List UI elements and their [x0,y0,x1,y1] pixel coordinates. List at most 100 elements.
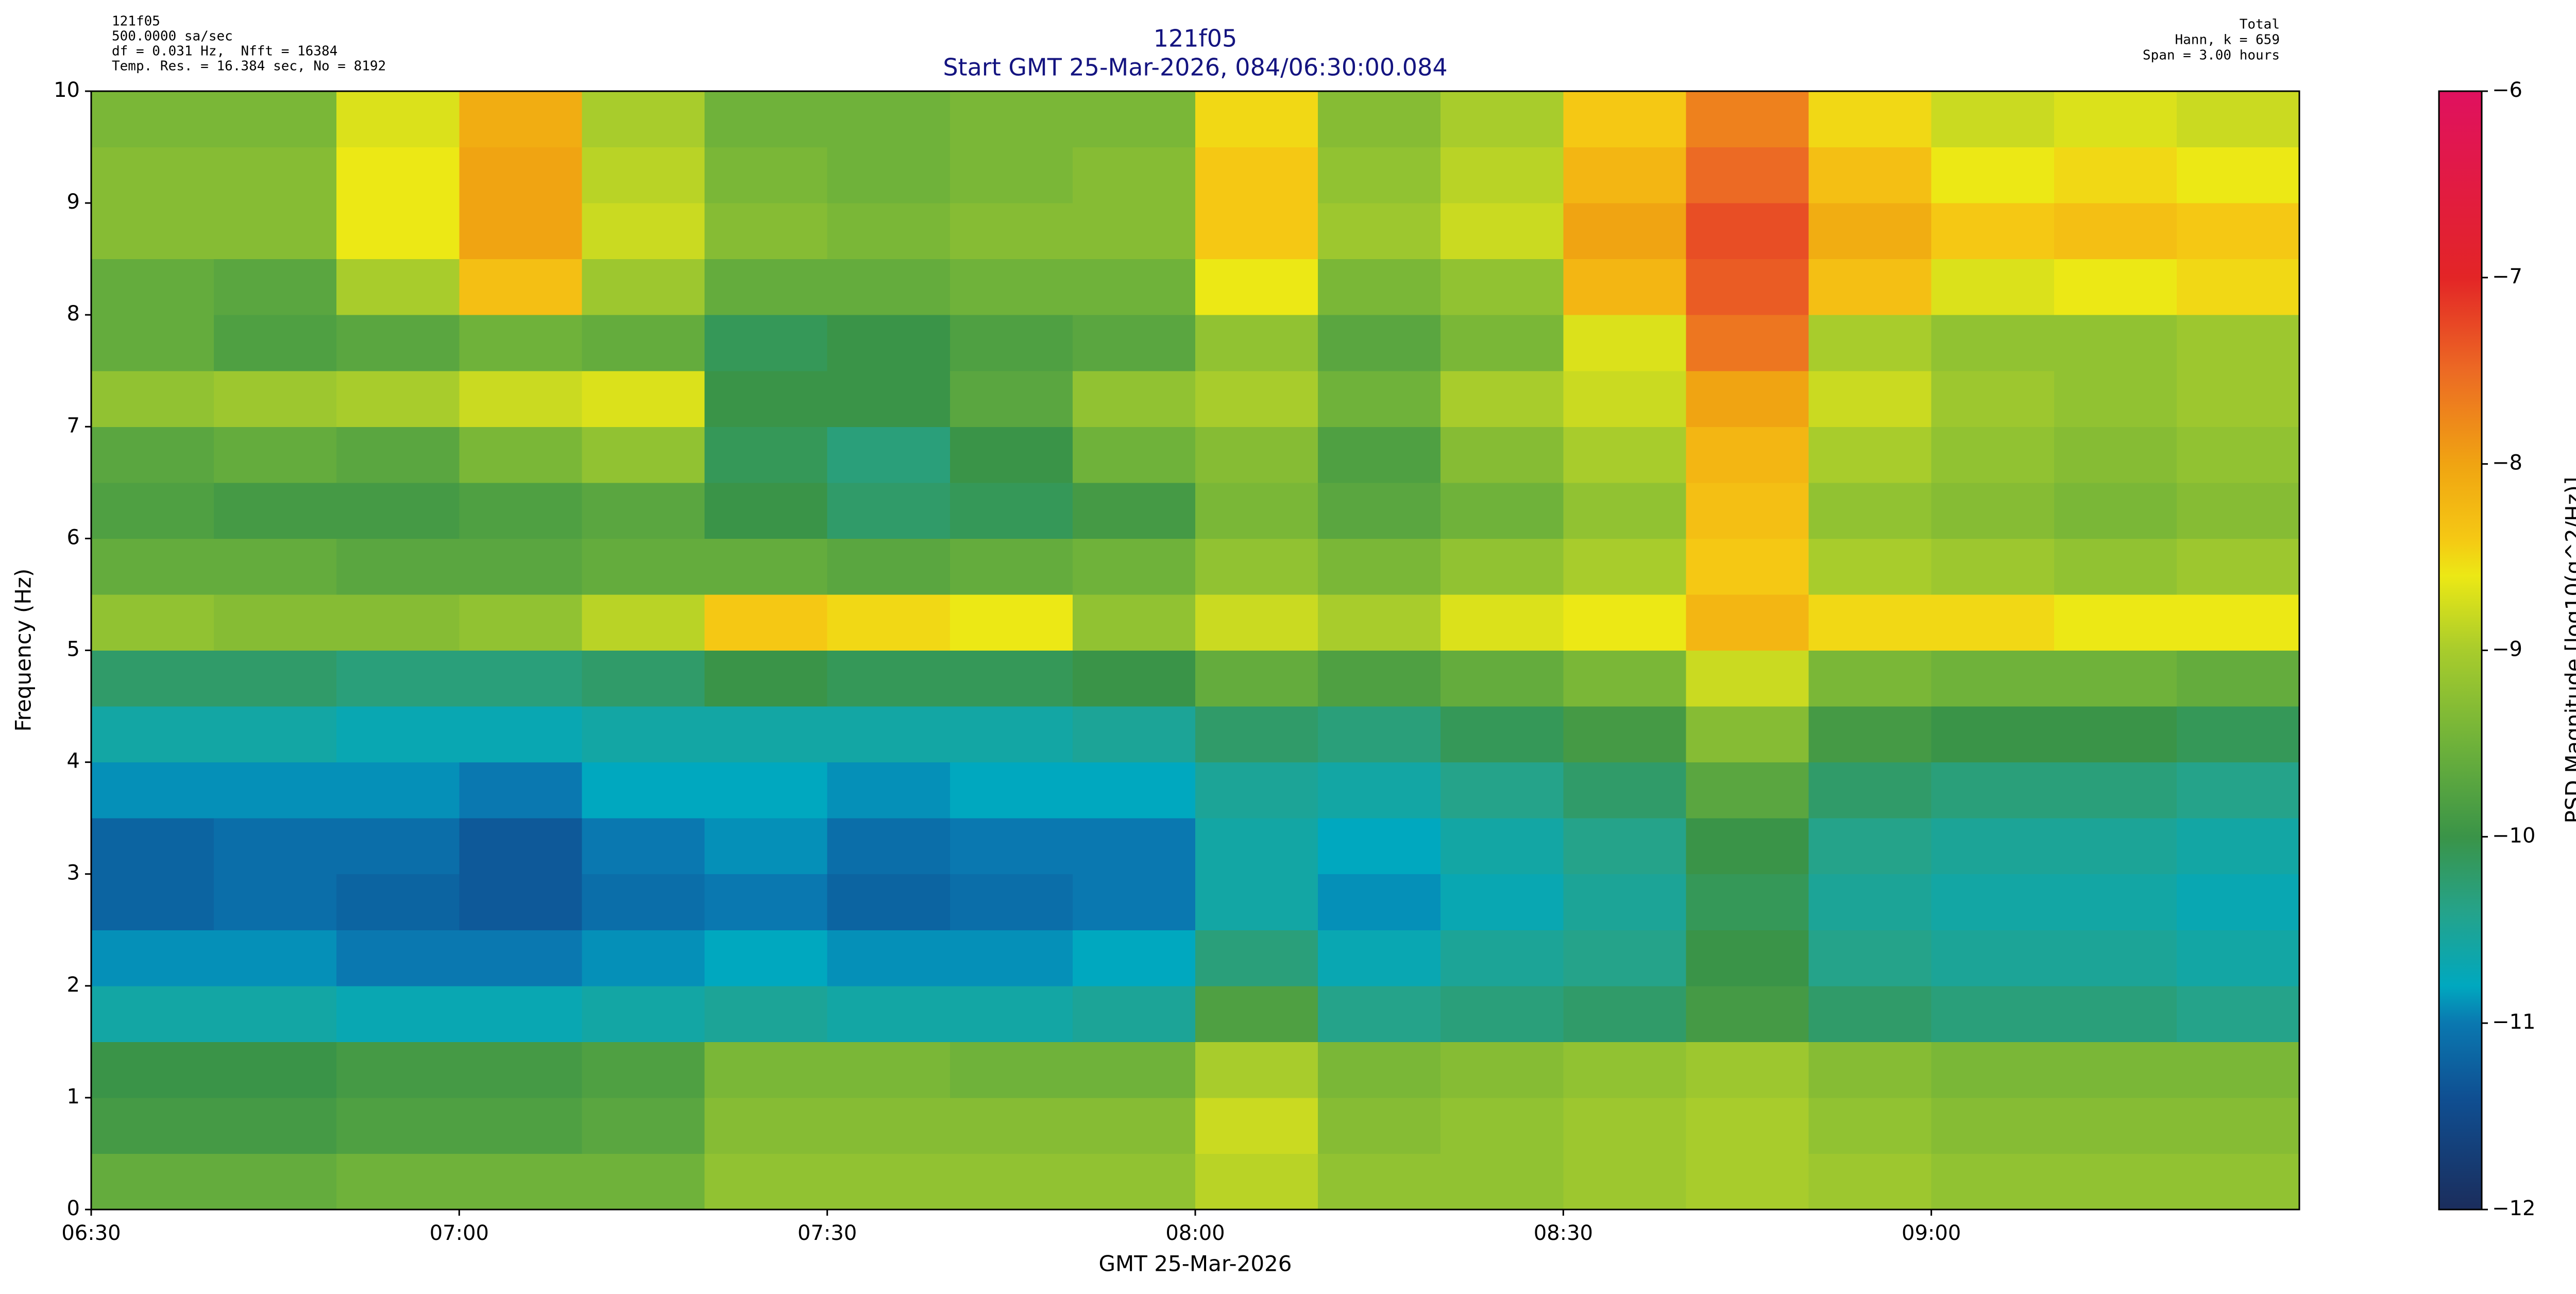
heatmap-cell [1931,315,2055,371]
heatmap-cell [1072,874,1196,930]
heatmap-cell [1563,1097,1686,1154]
chart-subtitle: Start GMT 25-Mar-2026, 084/06:30:00.084 [943,54,1447,81]
heatmap-cell [2176,762,2300,819]
heatmap-cell [1931,147,2055,203]
heatmap-cell [2054,762,2177,819]
heatmap-cell [704,1097,828,1154]
heatmap-cell [1318,147,1441,203]
heatmap-cell [459,1097,582,1154]
heatmap-cell [459,874,582,930]
x-tick-label: 06:30 [61,1221,121,1245]
heatmap-cell [2054,985,2177,1042]
heatmap-cell [704,1042,828,1098]
heatmap-cell [704,147,828,203]
heatmap-cell [827,1153,951,1210]
heatmap-cell [1072,147,1196,203]
y-tick-label: 6 [67,525,80,549]
y-tick-label: 7 [67,414,80,437]
heatmap-cell [827,147,951,203]
heatmap-cell [2176,203,2300,260]
heatmap-cell [950,538,1073,595]
heatmap-cell [459,538,582,595]
heatmap-cell [459,706,582,763]
heatmap-cell [459,650,582,707]
heatmap-cell [704,930,828,986]
heatmap-cell [1686,818,1809,875]
heatmap-cell [1440,1042,1564,1098]
heatmap-cell [1808,1153,1932,1210]
heatmap-cell [1318,1153,1441,1210]
heatmap-cell [1808,370,1932,427]
heatmap-cell [1195,370,1318,427]
heatmap-cell [1195,650,1318,707]
heatmap-cell [1318,762,1441,819]
heatmap-cell [459,818,582,875]
heatmap-cell [2176,594,2300,651]
heatmap-cell [459,259,582,315]
heatmap-cell [704,650,828,707]
heatmap-cell [1072,259,1196,315]
heatmap-cell [950,203,1073,260]
heatmap-cell [91,1153,214,1210]
heatmap-cell [91,930,214,986]
heatmap-cell [459,594,582,651]
heatmap-cell [1072,315,1196,371]
heatmap-cell [1318,818,1441,875]
heatmap-cell [91,315,214,371]
heatmap-cell [2176,259,2300,315]
heatmap-cell [1563,427,1686,483]
heatmap-cell [1318,650,1441,707]
heatmap-cell [1808,1097,1932,1154]
heatmap-cell [1318,538,1441,595]
heatmap-cell [214,259,337,315]
heatmap-cell [459,370,582,427]
heatmap-cell [827,594,951,651]
y-axis-label: Frequency (Hz) [11,569,36,732]
heatmap-cell [1563,147,1686,203]
heatmap-cell [1563,930,1686,986]
heatmap-cell [950,985,1073,1042]
heatmap-cell [1808,259,1932,315]
heatmap-cell [1195,1042,1318,1098]
heatmap-cell [704,315,828,371]
heatmap-cell [582,1153,705,1210]
heatmap-cell [2176,147,2300,203]
heatmap-cell [2176,706,2300,763]
heatmap-cell [2176,985,2300,1042]
heatmap-cell [950,315,1073,371]
heatmap-cell [1808,1042,1932,1098]
heatmap-cell [1563,818,1686,875]
heatmap-cell [1931,1042,2055,1098]
heatmap-cell [582,147,705,203]
heatmap-cell [950,930,1073,986]
heatmap-cell [2054,594,2177,651]
heatmap-cell [214,1042,337,1098]
heatmap-cell [827,1097,951,1154]
heatmap-cell [1931,650,2055,707]
heatmap-cell [336,259,460,315]
heatmap-cell [336,874,460,930]
heatmap-cell [336,650,460,707]
heatmap-cell [827,370,951,427]
colorbar-tick-label: −11 [2492,1010,2535,1034]
heatmap-cell [91,91,214,148]
heatmap-cell [1808,482,1932,539]
heatmap-cell [2176,818,2300,875]
heatmap-cell [1931,706,2055,763]
heatmap-cell [582,594,705,651]
heatmap-cell [1563,1153,1686,1210]
heatmap-cell [1686,985,1809,1042]
heatmap-cell [1072,538,1196,595]
heatmap-cell [1931,1097,2055,1154]
heatmap-cell [1318,91,1441,148]
heatmap-cell [827,985,951,1042]
heatmap-cell [950,762,1073,819]
heatmap-cell [950,1153,1073,1210]
heatmap-cell [1808,203,1932,260]
heatmap-cell [950,482,1073,539]
heatmap-cell [1195,482,1318,539]
heatmap-cell [1440,706,1564,763]
heatmap-cell [1072,203,1196,260]
heatmap-cell [2176,874,2300,930]
